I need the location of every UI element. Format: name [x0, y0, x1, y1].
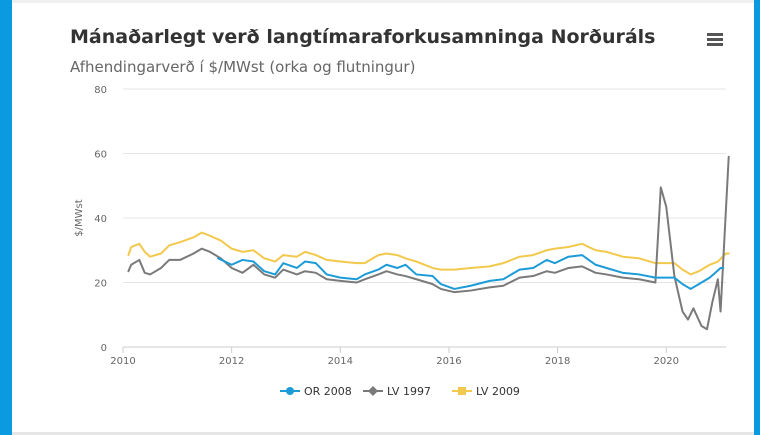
- series-line-lv-2009: [127, 231, 730, 276]
- hamburger-menu-icon-bar: [707, 33, 723, 36]
- legend-label: LV 2009: [476, 385, 520, 398]
- x-tick-label: 2010: [110, 356, 135, 367]
- y-tick-label: 60: [94, 150, 107, 161]
- legend: OR 2008 LV 1997 LV 2009: [0, 382, 760, 402]
- hamburger-menu-icon-bar: [707, 43, 723, 46]
- x-tick-label: 2016: [436, 356, 461, 367]
- top-border: [12, 0, 754, 3]
- left-accent-bar: [0, 0, 12, 435]
- y-axis-ticks: 0 20 40 60 80: [94, 85, 107, 354]
- series-lines: [127, 155, 730, 331]
- x-tick-label: 2020: [654, 356, 679, 367]
- legend-label: OR 2008: [304, 385, 352, 398]
- legend-marker: [286, 387, 294, 395]
- x-tick-label: 2018: [545, 356, 570, 367]
- y-tick-label: 20: [94, 279, 107, 290]
- square-marker-icon: [452, 387, 472, 395]
- legend-marker: [368, 386, 378, 396]
- chart-title: Mánaðarlegt verð langtímaraforkusamninga…: [70, 26, 656, 48]
- y-tick-label: 80: [94, 85, 107, 96]
- series-line-lv-1997: [127, 155, 730, 331]
- hamburger-menu-icon-bar: [707, 38, 723, 41]
- chart-subtitle: Afhendingarverð í $/MWst (orka og flutni…: [70, 58, 416, 76]
- diamond-marker-icon: [363, 386, 383, 396]
- legend-label: LV 1997: [387, 385, 431, 398]
- x-tick-label: 2014: [328, 356, 353, 367]
- x-axis-ticks: 2010 2012 2014 2016 2018 2020: [110, 347, 679, 367]
- y-tick-label: 40: [94, 214, 107, 225]
- x-tick-label: 2012: [219, 356, 244, 367]
- series-line-or-2008: [217, 254, 725, 290]
- circle-marker-icon: [280, 387, 300, 395]
- chart-menu-button[interactable]: [704, 30, 726, 50]
- legend-marker: [458, 387, 466, 395]
- right-accent-bar: [754, 0, 760, 435]
- bottom-border: [12, 432, 754, 435]
- grid-lines: [123, 88, 726, 283]
- y-tick-label: 0: [101, 343, 107, 354]
- y-axis-label: $/MWst: [74, 199, 85, 236]
